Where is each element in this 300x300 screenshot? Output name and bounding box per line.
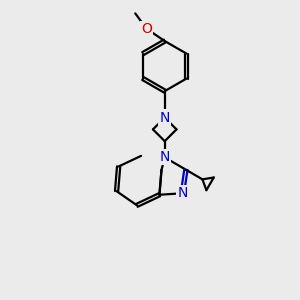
- Text: N: N: [160, 150, 170, 164]
- Text: O: O: [141, 22, 152, 36]
- Text: N: N: [177, 186, 188, 200]
- Text: N: N: [160, 111, 170, 124]
